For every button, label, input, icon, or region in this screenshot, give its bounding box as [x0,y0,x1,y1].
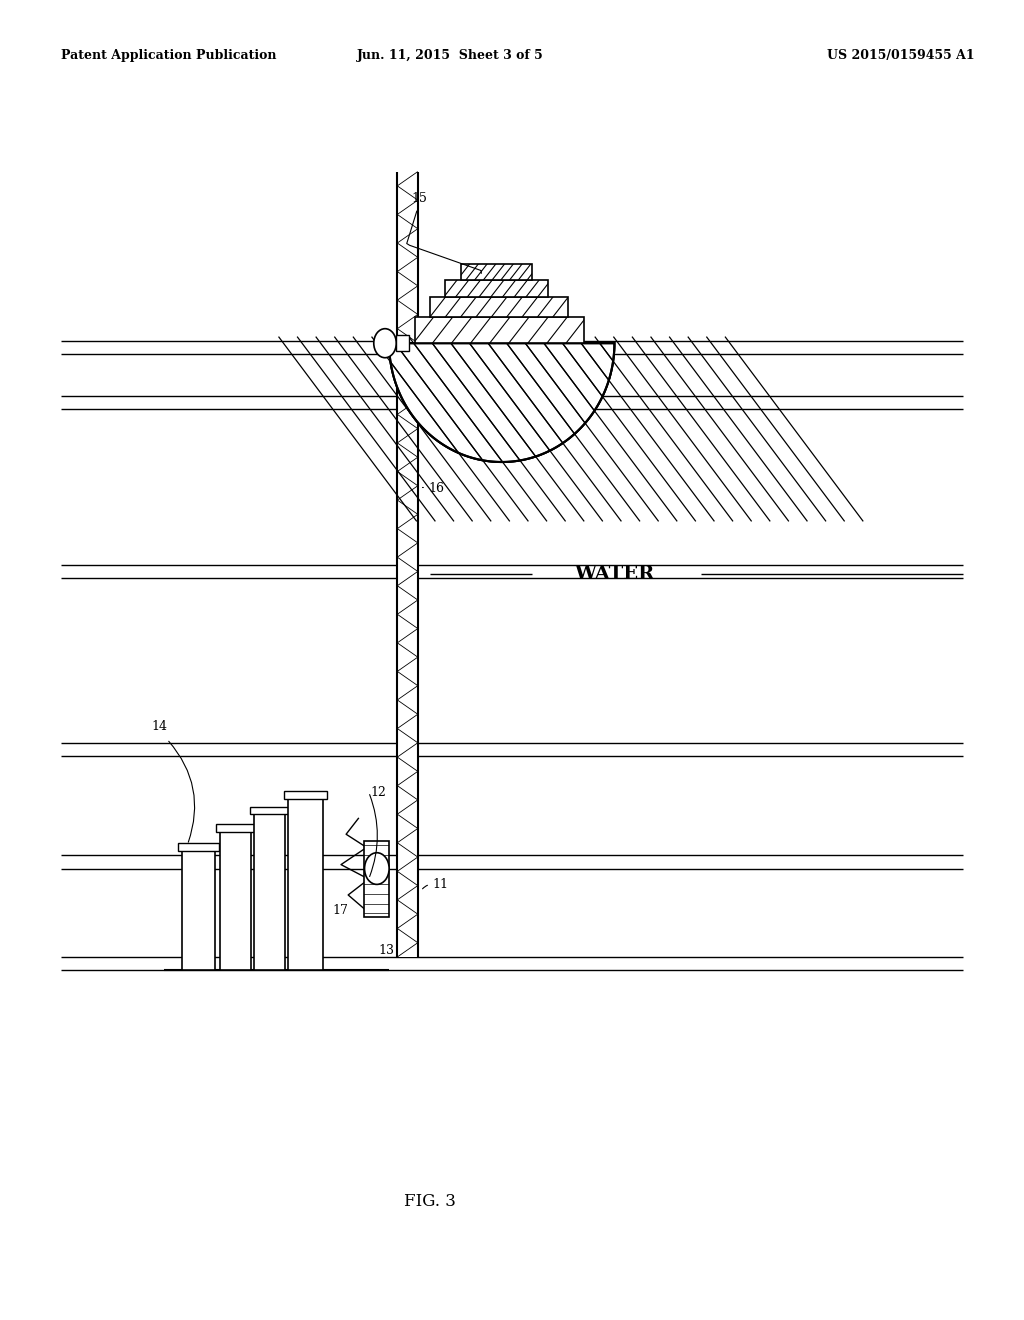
Text: 12: 12 [371,785,387,799]
PathPatch shape [389,343,614,462]
Text: 15: 15 [412,191,428,205]
Text: FIG. 3: FIG. 3 [404,1193,456,1209]
Bar [182,851,215,970]
Bar [397,172,418,957]
Bar [250,807,289,814]
Bar [415,317,584,343]
Bar [461,264,532,280]
Bar [430,297,568,317]
Circle shape [374,329,396,358]
Text: 17: 17 [332,904,348,917]
Text: 16: 16 [428,482,444,495]
Text: Jun. 11, 2015  Sheet 3 of 5: Jun. 11, 2015 Sheet 3 of 5 [357,49,544,62]
Bar [220,832,251,970]
Bar [288,799,323,970]
Text: 11: 11 [432,878,449,891]
Bar [396,335,409,351]
PathPatch shape [389,343,614,462]
Bar [364,841,389,917]
Bar [178,843,219,851]
Text: US 2015/0159455 A1: US 2015/0159455 A1 [827,49,975,62]
Bar [445,280,548,297]
Text: 14: 14 [152,719,168,733]
Text: Patent Application Publication: Patent Application Publication [61,49,276,62]
Bar [254,814,285,970]
Bar [216,824,255,832]
Bar [284,791,327,799]
Text: 13: 13 [379,944,395,957]
Circle shape [365,853,389,884]
Text: WATER: WATER [574,565,654,583]
